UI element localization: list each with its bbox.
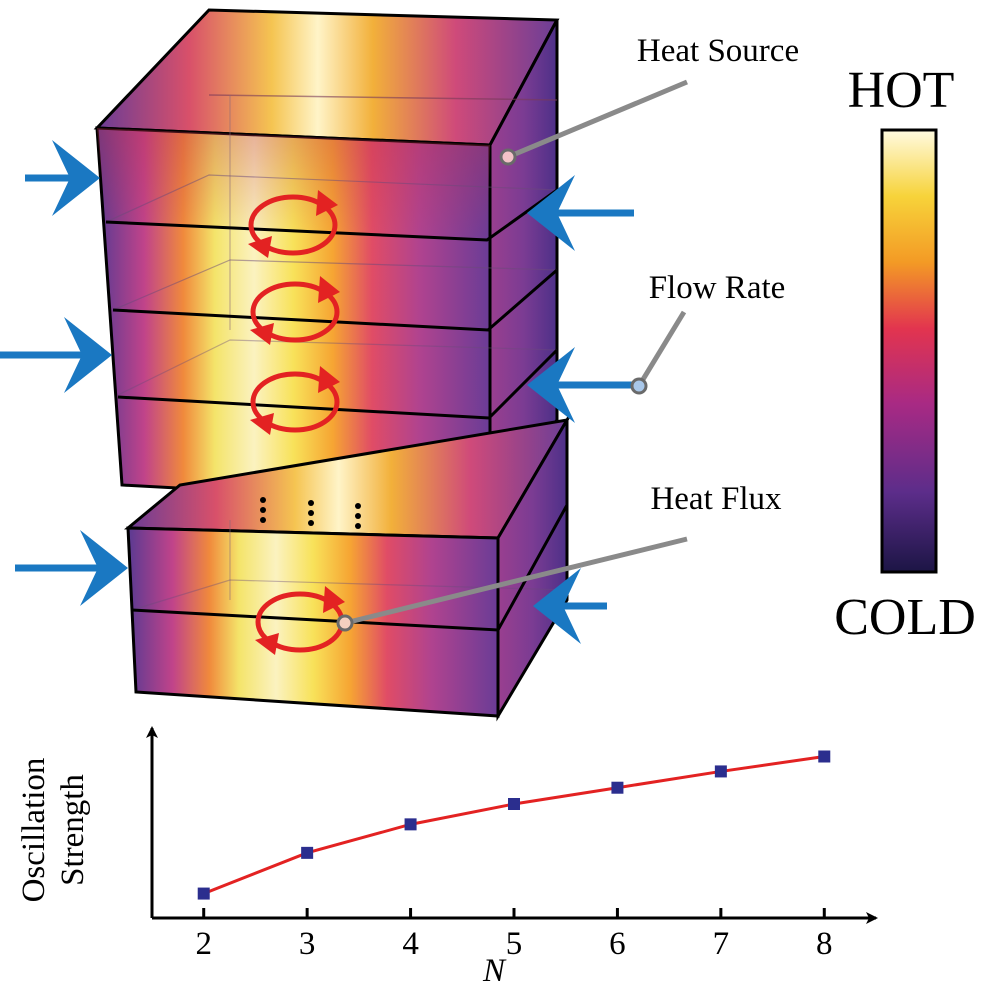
flow-rate-label: Flow Rate [649,270,786,306]
x-ticks: 2 3 4 5 6 7 8 [195,908,833,962]
heat-source-label: Heat Source [637,33,799,69]
data-point [197,887,210,900]
x-tick-label: 5 [506,926,523,962]
data-point [508,798,520,810]
series-markers [197,750,831,900]
flow-arrow-icon [25,140,100,216]
ellipsis-dots [260,497,361,529]
heat-flux-label: Heat Flux [650,481,782,517]
upper-block [93,8,560,510]
data-point [818,750,831,763]
upper-block-shade [97,128,490,240]
lower-block [123,414,570,722]
callout-flow-rate: Flow Rate [630,270,786,395]
callout-heat-source: Heat Source [499,33,799,166]
convection-roll-icon [250,276,340,345]
convection-roll-icon [250,366,340,435]
data-point [611,781,624,794]
oscillation-plot: Oscillation Strength N 2 3 4 5 6 7 8 [16,726,878,989]
lower-block-front-face [126,526,500,718]
callout-heat-flux: Heat Flux [336,481,782,632]
flow-arrow-icon [0,317,112,393]
flow-arrow-icon [15,530,128,606]
flow-arrow-icon [527,175,634,251]
convection-roll-icon [248,190,338,258]
x-tick-label: 3 [299,926,316,962]
x-tick-label: 4 [402,926,419,962]
colorbar: HOT COLD [834,62,976,646]
flow-arrow-icon [533,568,607,644]
x-tick-label: 8 [816,926,833,962]
colorbar-hot-label: HOT [848,62,955,119]
x-axis-label: N [482,953,507,989]
y-axis-label-line1: Oscillation [16,758,52,903]
flow-arrows [0,140,634,644]
y-axis-label-line2: Strength [55,774,91,886]
colorbar-gradient [880,128,938,574]
upper-block-top-face [93,8,560,147]
convection-rolls [248,190,345,655]
marker-dot-icon [336,614,354,632]
x-tick-label: 2 [195,926,212,962]
flow-arrow-icon [527,347,634,423]
x-tick-label: 6 [609,926,626,962]
data-point [404,818,417,831]
marker-dot-icon [499,148,517,166]
marker-dot-icon [630,377,648,395]
x-tick-label: 7 [713,926,730,962]
data-point [714,765,727,778]
series-line [203,755,825,895]
data-point [301,846,314,859]
colorbar-cold-label: COLD [834,589,976,646]
